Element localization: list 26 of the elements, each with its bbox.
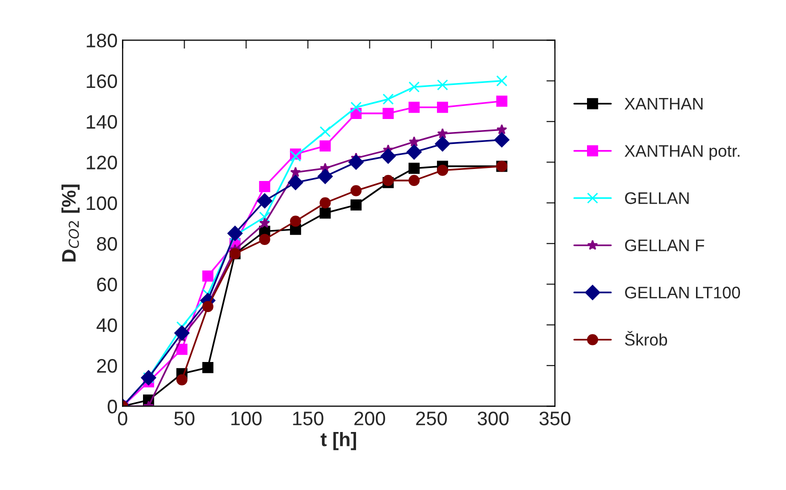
x-tick-label: 50 xyxy=(174,412,194,426)
y-tick-label: 0 xyxy=(108,400,117,414)
y-tick-label: 100 xyxy=(86,196,117,210)
y-axis-title: D$_{CO2}$ [%] xyxy=(61,184,80,262)
legend-label: Škrob xyxy=(624,330,668,346)
x-tick-label: 250 xyxy=(416,412,447,426)
x-tick-label: 100 xyxy=(231,412,262,426)
y-tick-label: 120 xyxy=(86,156,117,170)
y-tick-label: 80 xyxy=(96,237,117,251)
legend-label: XANTHAN xyxy=(624,98,703,110)
y-tick-label: 180 xyxy=(86,34,117,48)
x-tick-label: 300 xyxy=(478,412,509,426)
y-tick-label: 140 xyxy=(86,114,117,129)
y-tick-label: 160 xyxy=(86,74,117,88)
y-tick-label: 40 xyxy=(96,318,117,332)
x-tick-label: 150 xyxy=(293,412,324,426)
y-tick-label: 60 xyxy=(97,278,117,292)
legend-label: GELLAN LT100 xyxy=(625,286,740,298)
legend-label: XANTHAN potr. xyxy=(624,145,740,160)
x-tick-label: 0 xyxy=(118,412,128,426)
x-tick-label: 350 xyxy=(539,412,570,426)
x-tick-label: 200 xyxy=(354,412,386,426)
legend-label: GELLAN xyxy=(625,192,689,204)
legend-label: GELLAN F xyxy=(625,239,704,252)
x-axis-title: t [h] xyxy=(320,432,356,450)
y-tick-label: 20 xyxy=(97,359,117,373)
